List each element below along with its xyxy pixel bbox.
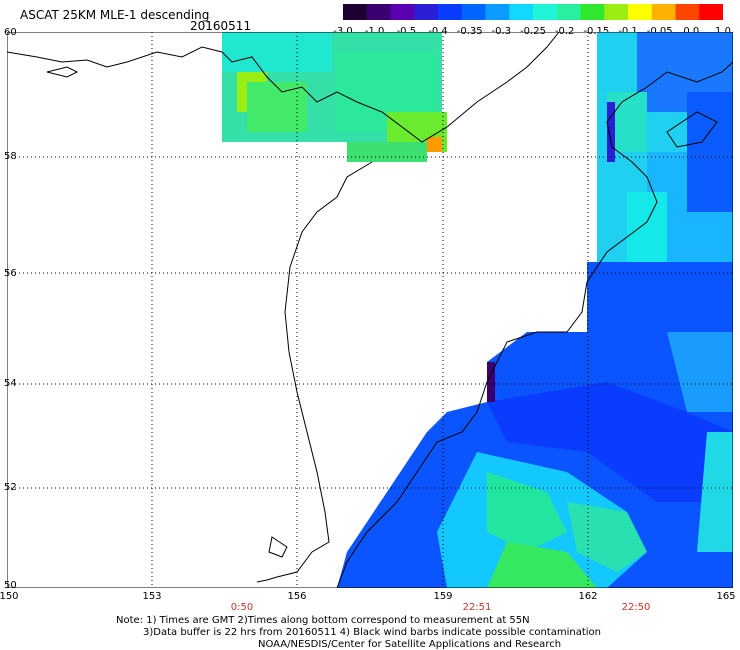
ocean-data-map <box>7 32 733 588</box>
color-swatch <box>675 4 700 20</box>
map-title: ASCAT 25KM MLE-1 descending <box>20 8 210 22</box>
color-swatch <box>628 4 653 20</box>
color-swatch <box>390 4 415 20</box>
lon-label-153: 153 <box>142 591 162 602</box>
time-label-1: 0:50 <box>230 602 254 613</box>
color-swatch <box>699 4 723 20</box>
lon-label-150: 150 <box>0 591 19 602</box>
lon-label-156: 156 <box>287 591 307 602</box>
color-swatch <box>651 4 676 20</box>
lon-label-162: 162 <box>578 591 598 602</box>
swath-north-left <box>222 32 447 162</box>
swath-south <box>337 262 733 588</box>
color-swatch <box>438 4 463 20</box>
lat-label-54: 54 <box>4 378 17 389</box>
color-swatch <box>414 4 439 20</box>
color-swatch <box>556 4 581 20</box>
color-swatch <box>604 4 629 20</box>
color-scale-bar <box>343 4 723 20</box>
lat-label-50: 50 <box>4 580 17 591</box>
color-swatch <box>366 4 391 20</box>
color-swatch <box>485 4 510 20</box>
color-swatch <box>343 4 368 20</box>
lat-label-56: 56 <box>4 268 17 279</box>
coastline <box>7 32 733 588</box>
graticule <box>7 32 733 588</box>
lon-label-159: 159 <box>433 591 453 602</box>
color-swatch <box>580 4 605 20</box>
lat-label-60: 60 <box>4 27 17 38</box>
lat-label-52: 52 <box>4 482 17 493</box>
note-line-2: 3)Data buffer is 22 hrs from 20160511 4)… <box>143 627 601 638</box>
note-line-3: NOAA/NESDIS/Center for Satellite Applica… <box>258 639 562 650</box>
color-swatch <box>509 4 534 20</box>
color-swatch <box>533 4 558 20</box>
map-date: 20160511 <box>190 19 252 33</box>
color-swatch <box>461 4 486 20</box>
lon-label-165: 165 <box>716 591 736 602</box>
note-line-1: Note: 1) Times are GMT 2)Times along bot… <box>116 615 530 626</box>
lat-label-58: 58 <box>4 151 17 162</box>
time-label-2: 22:51 <box>462 602 492 613</box>
time-label-3: 22:50 <box>621 602 651 613</box>
